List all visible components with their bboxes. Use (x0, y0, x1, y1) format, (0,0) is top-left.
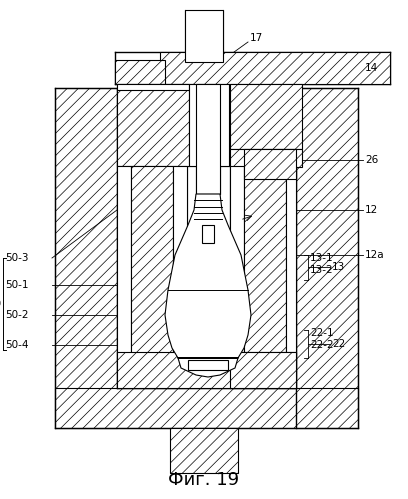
Bar (55, 88, 117, 428)
Bar (230, 166, 244, 388)
Bar (160, 52, 390, 84)
Text: 50: 50 (0, 299, 1, 309)
Bar (131, 166, 173, 388)
Text: 17: 17 (250, 33, 263, 43)
Bar (244, 166, 286, 388)
Bar (296, 88, 358, 428)
Bar (189, 84, 229, 166)
Bar (170, 428, 238, 473)
Bar (187, 166, 230, 352)
Bar (230, 352, 296, 388)
Bar (185, 10, 223, 62)
Text: 13-2: 13-2 (310, 265, 334, 275)
Bar (173, 166, 187, 388)
Text: 22-1: 22-1 (310, 328, 334, 338)
Text: 50-1: 50-1 (5, 280, 29, 290)
Polygon shape (165, 194, 251, 377)
Text: 13: 13 (332, 262, 345, 272)
Bar (188, 360, 228, 370)
Text: 14: 14 (365, 63, 378, 73)
Text: 50-4: 50-4 (5, 340, 29, 350)
Text: 13-1: 13-1 (310, 253, 334, 263)
Text: 22-2: 22-2 (310, 340, 334, 350)
Bar (244, 149, 296, 179)
Text: 26: 26 (365, 155, 378, 165)
Text: 22: 22 (332, 339, 345, 349)
Text: 12a: 12a (365, 250, 385, 260)
Bar (202, 225, 214, 243)
Text: 12: 12 (365, 205, 378, 215)
Text: 50-2: 50-2 (5, 310, 29, 320)
Bar (230, 149, 302, 167)
Bar (196, 84, 220, 194)
Text: Фиг. 19: Фиг. 19 (169, 471, 239, 489)
Text: 50-3: 50-3 (5, 253, 29, 263)
Bar (286, 166, 296, 388)
Bar (117, 84, 189, 90)
Bar (117, 352, 296, 388)
Bar (55, 388, 358, 428)
Bar (115, 60, 165, 84)
Bar (117, 84, 189, 166)
Bar (117, 166, 131, 388)
Bar (230, 84, 302, 149)
